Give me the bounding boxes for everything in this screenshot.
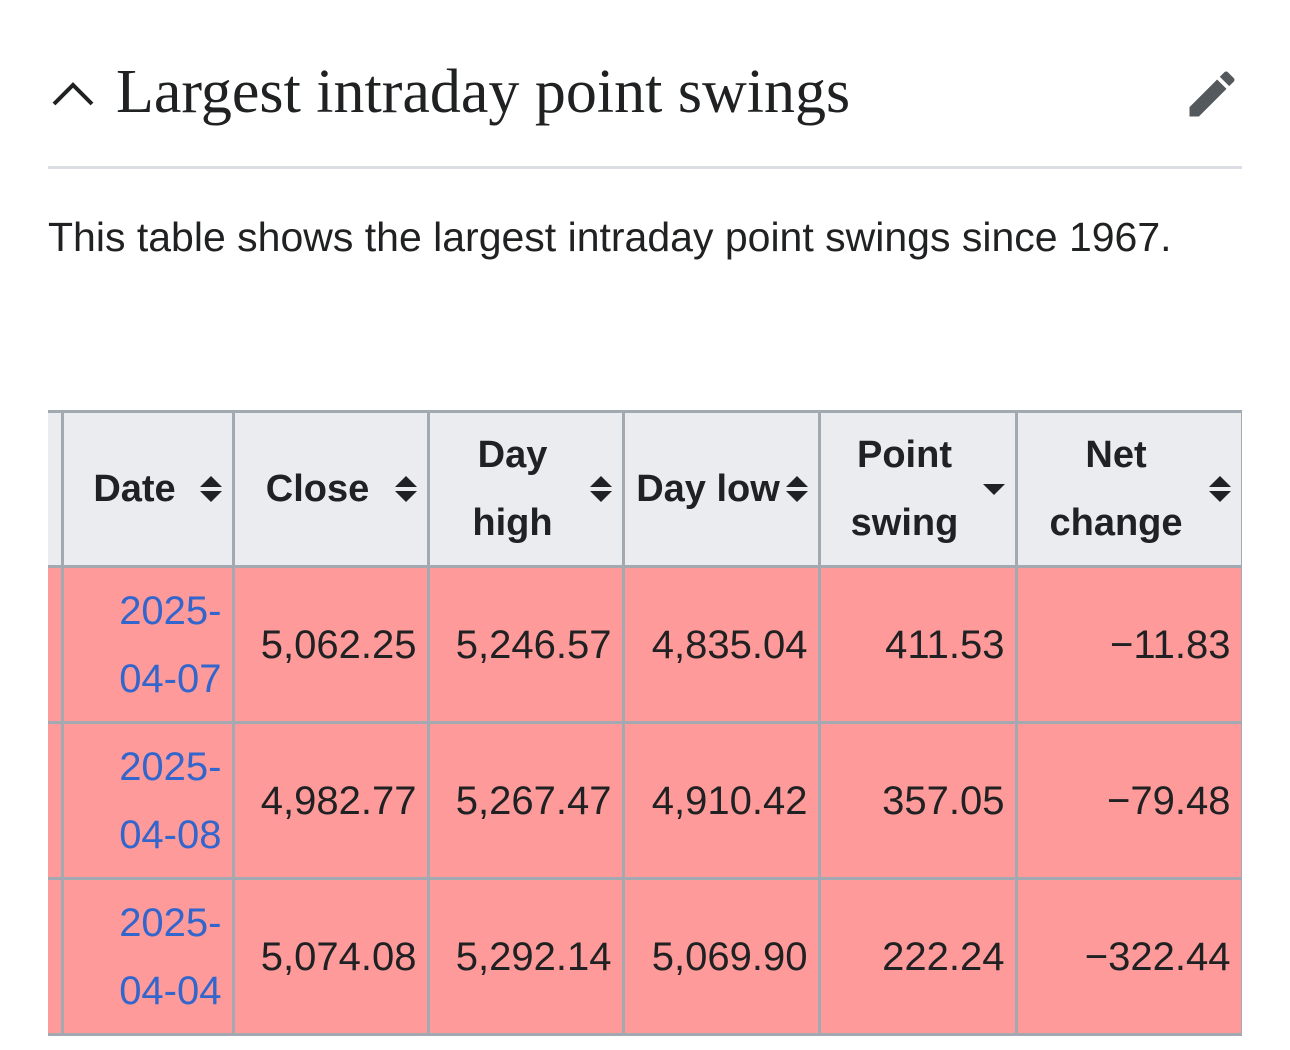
header-text: Point swing bbox=[850, 434, 959, 544]
value-cell: 5,292.14 bbox=[426, 877, 625, 1036]
value-cell: 5,062.25 bbox=[231, 565, 430, 724]
data-table: Date Close Day high Day low Point swing Net c… bbox=[48, 410, 1242, 1036]
collapse-toggle[interactable] bbox=[50, 78, 96, 108]
date-cell: 2025-04-04 bbox=[60, 877, 235, 1036]
column-header[interactable]: Net change bbox=[1014, 410, 1242, 568]
intro-text: This table shows the largest intraday po… bbox=[48, 214, 1172, 260]
clipped-header bbox=[48, 410, 64, 568]
sort-icon bbox=[589, 476, 612, 502]
date-link[interactable]: 2025-04-04 bbox=[119, 900, 222, 1013]
value-cell: 5,246.57 bbox=[426, 565, 625, 724]
column-header[interactable]: Day high bbox=[426, 410, 625, 568]
cell-text: 5,267.47 bbox=[455, 778, 612, 823]
header-text: Day low bbox=[636, 468, 780, 510]
cell-text: 222.24 bbox=[882, 934, 1005, 979]
column-header[interactable]: Date bbox=[60, 410, 235, 568]
table-row: 2025-04-07 5,062.25 5,246.57 4,835.04 411.53… bbox=[48, 565, 1242, 724]
cell-text: −79.48 bbox=[1107, 778, 1231, 823]
table-row: 2025-04-04 5,074.08 5,292.14 5,069.90 222.24… bbox=[48, 877, 1242, 1036]
value-cell: 222.24 bbox=[817, 877, 1018, 1036]
cell-text: 5,062.25 bbox=[260, 622, 417, 667]
cell-text: 5,069.90 bbox=[651, 934, 808, 979]
date-cell: 2025-04-08 bbox=[60, 721, 235, 880]
cell-text: 5,246.57 bbox=[455, 622, 612, 667]
cell-text: 4,910.42 bbox=[651, 778, 808, 823]
value-cell: 357.05 bbox=[817, 721, 1018, 880]
cell-text: 411.53 bbox=[885, 622, 1005, 667]
clipped-cell bbox=[48, 565, 64, 724]
cell-text: −11.83 bbox=[1110, 622, 1231, 667]
sort-icon bbox=[785, 476, 808, 502]
cell-text: 5,074.08 bbox=[260, 934, 417, 979]
header-content: Day low bbox=[625, 455, 818, 523]
clipped-cell bbox=[48, 721, 64, 880]
date-cell: 2025-04-07 bbox=[60, 565, 235, 724]
section-title: Largest intraday point swings bbox=[116, 58, 851, 126]
header-content: Day high bbox=[430, 421, 622, 557]
clipped-cell bbox=[48, 877, 64, 1036]
value-cell: 5,069.90 bbox=[621, 877, 821, 1036]
column-header[interactable]: Close bbox=[231, 410, 430, 568]
header-text: Date bbox=[93, 468, 176, 510]
value-cell: 5,267.47 bbox=[426, 721, 625, 880]
sort-icon bbox=[1208, 476, 1231, 502]
column-header[interactable]: Day low bbox=[621, 410, 821, 568]
cell-text: −322.44 bbox=[1084, 934, 1231, 979]
value-cell: −322.44 bbox=[1014, 877, 1242, 1036]
edit-button[interactable] bbox=[1182, 64, 1242, 124]
header-text: Close bbox=[265, 468, 370, 510]
date-link[interactable]: 2025-04-07 bbox=[119, 588, 222, 701]
cell-text: 5,292.14 bbox=[455, 934, 612, 979]
cell-text: 357.05 bbox=[882, 778, 1005, 823]
value-cell: 411.53 bbox=[817, 565, 1018, 724]
cell-text: 4,835.04 bbox=[651, 622, 808, 667]
table-scroll: Date Close Day high Day low Point swing Net c… bbox=[48, 410, 1242, 1050]
header-content: Date bbox=[64, 455, 232, 523]
divider bbox=[48, 166, 1242, 169]
header-content: Net change bbox=[1018, 421, 1241, 557]
date-link[interactable]: 2025-04-08 bbox=[119, 744, 222, 857]
header-content: Close bbox=[235, 455, 427, 523]
column-header[interactable]: Point swing bbox=[817, 410, 1018, 568]
header-content: Point swing bbox=[821, 421, 1015, 557]
value-cell: −79.48 bbox=[1014, 721, 1242, 880]
page: Largest intraday point swings This table… bbox=[48, 58, 1242, 1036]
value-cell: 5,074.08 bbox=[231, 877, 430, 1036]
sort-descending-icon bbox=[982, 484, 1005, 495]
header-text: Day high bbox=[472, 434, 553, 544]
header-text: Net change bbox=[1049, 434, 1183, 544]
cell-text: 4,982.77 bbox=[260, 778, 417, 823]
sort-icon bbox=[394, 476, 417, 502]
sort-icon bbox=[199, 476, 222, 502]
value-cell: 4,982.77 bbox=[231, 721, 430, 880]
value-cell: 4,910.42 bbox=[621, 721, 821, 880]
value-cell: −11.83 bbox=[1014, 565, 1242, 724]
table-row: 2025-04-08 4,982.77 5,267.47 4,910.42 357.05… bbox=[48, 721, 1242, 880]
value-cell: 4,835.04 bbox=[621, 565, 821, 724]
